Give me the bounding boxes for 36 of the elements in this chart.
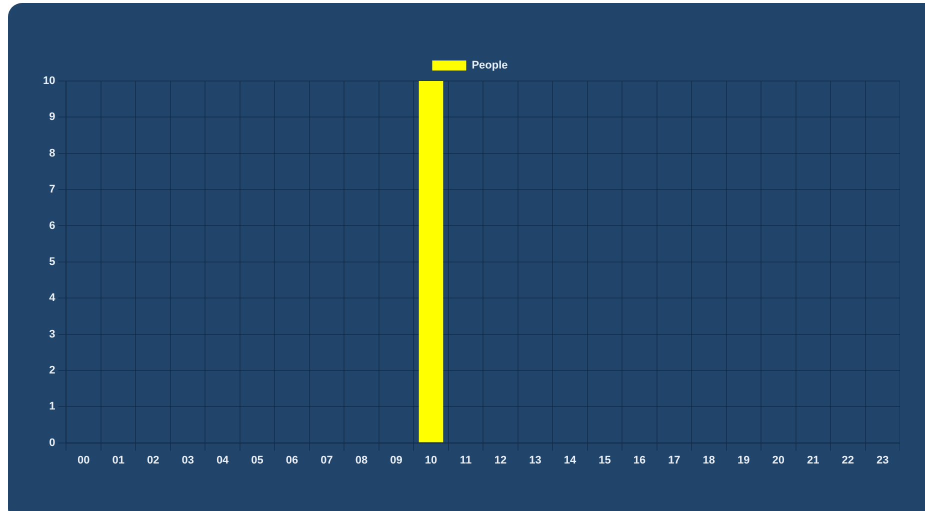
x-tick-label: 08 xyxy=(355,454,368,466)
x-tick-label: 23 xyxy=(876,454,889,466)
y-tick-label: 8 xyxy=(49,147,56,160)
y-tick-label: 3 xyxy=(49,328,56,340)
y-tick-label: 7 xyxy=(49,184,56,196)
x-tick-label: 20 xyxy=(772,454,785,466)
x-tick-label: 10 xyxy=(424,454,438,466)
x-tick-label: 09 xyxy=(390,454,402,466)
y-tick-label: 2 xyxy=(49,364,56,376)
x-tick-label: 22 xyxy=(842,454,854,466)
x-tick-label: 21 xyxy=(807,454,820,466)
x-tick-label: 05 xyxy=(251,454,264,466)
x-tick-label: 00 xyxy=(77,454,90,466)
x-tick-label: 02 xyxy=(146,454,160,466)
y-tick-label: 0 xyxy=(49,436,56,449)
y-tick-label: 6 xyxy=(49,220,56,232)
x-tick-label: 15 xyxy=(598,454,611,466)
x-tick-label: 17 xyxy=(668,454,680,466)
x-tick-label: 14 xyxy=(564,454,577,466)
x-tick-label: 19 xyxy=(738,454,750,466)
x-tick-label: 01 xyxy=(112,454,124,466)
x-tick-label: 04 xyxy=(216,454,230,466)
y-tick-label: 9 xyxy=(49,111,56,124)
x-tick-label: 06 xyxy=(286,454,298,466)
y-tick-label: 5 xyxy=(49,256,56,268)
x-tick-label: 12 xyxy=(494,454,507,466)
x-tick-label: 16 xyxy=(633,454,646,466)
x-tick-label: 11 xyxy=(460,454,472,466)
y-tick-label: 4 xyxy=(49,292,56,304)
legend-label: People xyxy=(472,60,508,72)
x-tick-label: 07 xyxy=(320,454,333,466)
x-tick-label: 03 xyxy=(182,454,194,466)
y-tick-label: 10 xyxy=(42,75,56,88)
x-tick-label: 18 xyxy=(702,454,716,466)
x-tick-label: 13 xyxy=(529,454,542,466)
y-tick-label: 1 xyxy=(49,400,56,413)
